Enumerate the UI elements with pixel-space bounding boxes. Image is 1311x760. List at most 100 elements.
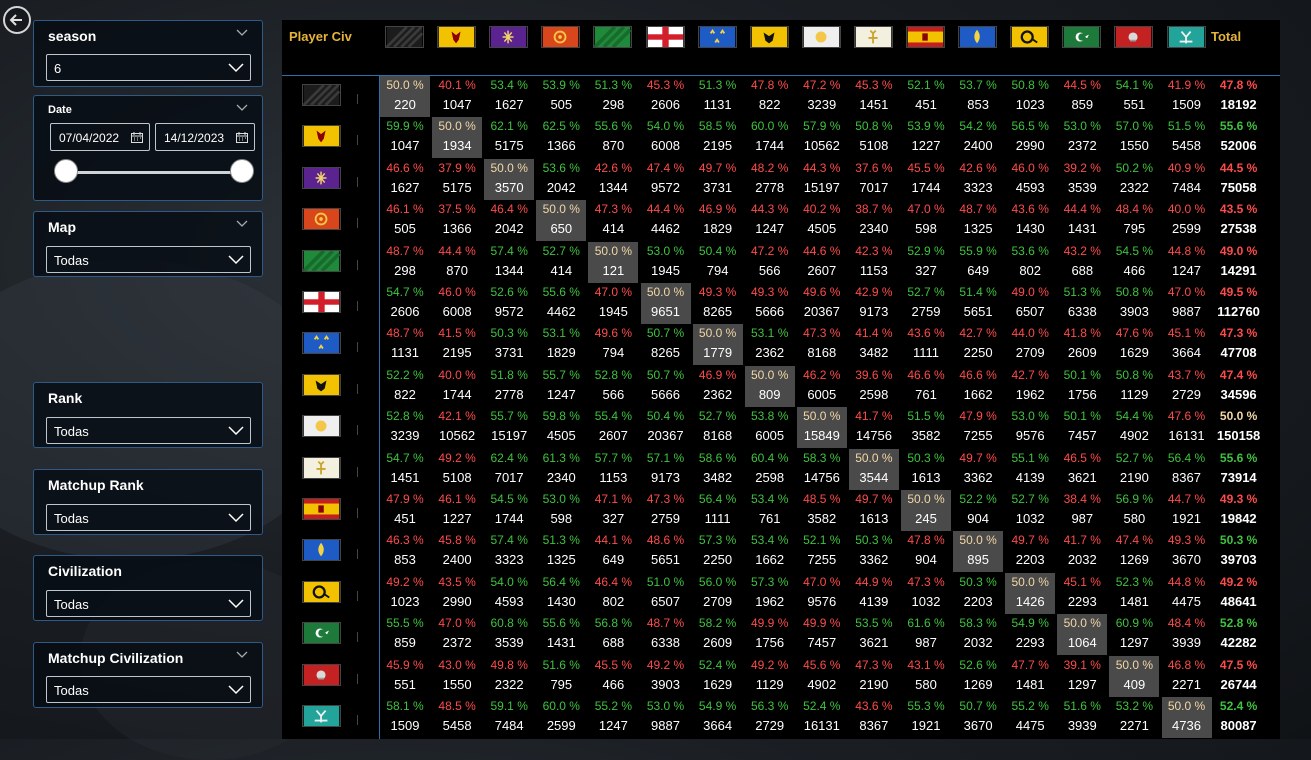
- matrix-cell[interactable]: 54.9 % 3664: [693, 697, 743, 738]
- matrix-cell[interactable]: 50.4 % 20367: [641, 407, 691, 448]
- matrix-cell[interactable]: 49.2 % 1129: [745, 656, 795, 697]
- matrix-cell[interactable]: 48.6 % 5651: [641, 531, 691, 572]
- matrix-cell[interactable]: 53.0 % 9576: [1005, 407, 1055, 448]
- matrix-cell[interactable]: 54.9 % 2293: [1005, 614, 1055, 655]
- matrix-cell[interactable]: 60.8 % 3539: [484, 614, 534, 655]
- matrix-cell[interactable]: 56.8 % 688: [588, 614, 638, 655]
- matrix-cell[interactable]: 62.5 % 1366: [536, 117, 586, 158]
- matrix-cell[interactable]: 41.8 % 2609: [1057, 324, 1107, 365]
- matrix-cell[interactable]: 37.6 % 7017: [849, 159, 899, 200]
- matrix-cell[interactable]: 44.6 % 2607: [797, 242, 847, 283]
- matrix-cell[interactable]: 50.8 % 5108: [849, 117, 899, 158]
- matrix-cell[interactable]: 50.0 % 15849: [796, 407, 847, 449]
- matrix-cell[interactable]: 50.0 % 245: [901, 490, 951, 531]
- matrix-cell[interactable]: 58.3 % 14756: [797, 449, 847, 490]
- map-dropdown[interactable]: Todas: [46, 246, 251, 273]
- matrix-cell[interactable]: 50.0 % 3570: [484, 158, 535, 200]
- matrix-cell[interactable]: 52.9 % 327: [901, 242, 951, 283]
- matrix-cell[interactable]: 41.4 % 3482: [849, 324, 899, 365]
- matrix-cell[interactable]: 54.0 % 4593: [484, 573, 534, 614]
- matrix-cell[interactable]: 48.4 % 795: [1109, 200, 1159, 241]
- chevron-down-icon[interactable]: [236, 29, 248, 37]
- matrix-cell[interactable]: 52.7 % 414: [536, 242, 586, 283]
- matrix-cell[interactable]: 52.7 % 2759: [901, 283, 951, 324]
- matrix-cell[interactable]: 47.0 % 598: [901, 200, 951, 241]
- matrix-cell[interactable]: 50.8 % 3903: [1109, 283, 1159, 324]
- matrix-cell[interactable]: 47.2 % 3239: [797, 76, 847, 117]
- matrix-cell[interactable]: 50.3 % 3362: [849, 531, 899, 572]
- matrix-cell[interactable]: 47.3 % 414: [588, 200, 638, 241]
- matrix-cell[interactable]: 54.2 % 2400: [953, 117, 1003, 158]
- season-dropdown[interactable]: 6: [46, 54, 251, 81]
- matrix-cell[interactable]: 60.9 % 1297: [1109, 614, 1159, 655]
- matrix-cell[interactable]: 37.5 % 1366: [432, 200, 482, 241]
- matrix-cell[interactable]: 53.0 % 9887: [641, 697, 691, 738]
- matrix-cell[interactable]: 53.4 % 1662: [745, 531, 795, 572]
- matrix-cell[interactable]: 49.2 % 5108: [432, 449, 482, 490]
- matrix-cell[interactable]: 48.7 % 6338: [641, 614, 691, 655]
- matrix-cell[interactable]: 50.1 % 1756: [1057, 366, 1107, 407]
- matrix-cell[interactable]: 50.8 % 1023: [1005, 76, 1055, 117]
- matrix-cell[interactable]: 47.9 % 7255: [953, 407, 1003, 448]
- matrix-cell[interactable]: 47.8 % 904: [901, 531, 951, 572]
- matrix-cell[interactable]: 54.7 % 2606: [380, 283, 430, 324]
- matrix-cell[interactable]: 47.6 % 16131: [1162, 407, 1212, 448]
- matrix-cell[interactable]: 49.8 % 2322: [484, 656, 534, 697]
- matrix-cell[interactable]: 56.3 % 2729: [745, 697, 795, 738]
- chevron-down-icon[interactable]: [236, 104, 248, 112]
- matrix-cell[interactable]: 53.4 % 1627: [484, 76, 534, 117]
- matrix-cell[interactable]: 50.7 % 3670: [953, 697, 1003, 738]
- matrix-cell[interactable]: 55.5 % 859: [380, 614, 430, 655]
- matrix-cell[interactable]: 57.4 % 1344: [484, 242, 534, 283]
- matrix-cell[interactable]: 59.1 % 7484: [484, 697, 534, 738]
- matrix-cell[interactable]: 44.7 % 1921: [1162, 490, 1212, 531]
- matrix-cell[interactable]: 52.1 % 7255: [797, 531, 847, 572]
- matrix-cell[interactable]: 49.7 % 3731: [693, 159, 743, 200]
- matchup-civilization-dropdown[interactable]: Todas: [46, 676, 251, 703]
- matrix-cell[interactable]: 54.4 % 4902: [1109, 407, 1159, 448]
- matrix-cell[interactable]: 49.7 % 3362: [953, 449, 1003, 490]
- matrix-cell[interactable]: 50.0 % 1426: [1005, 572, 1056, 614]
- matrix-cell[interactable]: 53.0 % 598: [536, 490, 586, 531]
- matrix-cell[interactable]: 57.3 % 2250: [693, 531, 743, 572]
- matrix-cell[interactable]: 52.6 % 1269: [953, 656, 1003, 697]
- matrix-cell[interactable]: 53.9 % 1227: [901, 117, 951, 158]
- matrix-cell[interactable]: 51.5 % 3582: [901, 407, 951, 448]
- matrix-cell[interactable]: 59.8 % 4505: [536, 407, 586, 448]
- matrix-cell[interactable]: 57.9 % 10562: [797, 117, 847, 158]
- matrix-cell[interactable]: 50.0 % 1934: [432, 117, 483, 159]
- matrix-cell[interactable]: 59.9 % 1047: [380, 117, 430, 158]
- matrix-cell[interactable]: 47.1 % 327: [588, 490, 638, 531]
- matrix-cell[interactable]: 55.4 % 2607: [588, 407, 638, 448]
- matrix-cell[interactable]: 47.9 % 451: [380, 490, 430, 531]
- matrix-cell[interactable]: 45.3 % 2606: [641, 76, 691, 117]
- matrix-cell[interactable]: 50.2 % 2322: [1109, 159, 1159, 200]
- matrix-cell[interactable]: 47.4 % 1269: [1109, 531, 1159, 572]
- matrix-cell[interactable]: 46.0 % 4593: [1005, 159, 1055, 200]
- matrix-cell[interactable]: 53.5 % 3621: [849, 614, 899, 655]
- matrix-cell[interactable]: 47.6 % 1629: [1109, 324, 1159, 365]
- matrix-cell[interactable]: 48.5 % 5458: [432, 697, 482, 738]
- matrix-cell[interactable]: 52.4 % 1629: [693, 656, 743, 697]
- chevron-down-icon[interactable]: [236, 220, 248, 228]
- matrix-cell[interactable]: 53.8 % 6005: [745, 407, 795, 448]
- matrix-cell[interactable]: 50.3 % 3731: [484, 324, 534, 365]
- matrix-cell[interactable]: 50.0 % 1779: [692, 324, 743, 366]
- matrix-cell[interactable]: 41.7 % 14756: [849, 407, 899, 448]
- matrix-cell[interactable]: 40.0 % 2599: [1162, 200, 1212, 241]
- matrix-cell[interactable]: 44.4 % 1431: [1057, 200, 1107, 241]
- calendar-icon[interactable]: [131, 132, 143, 143]
- matrix-cell[interactable]: 50.3 % 1613: [901, 449, 951, 490]
- matrix-cell[interactable]: 41.7 % 2032: [1057, 531, 1107, 572]
- matrix-cell[interactable]: 51.3 % 1131: [693, 76, 743, 117]
- total-cell[interactable]: 44.5 % 75058: [1214, 159, 1264, 200]
- matrix-cell[interactable]: 49.2 % 3903: [641, 656, 691, 697]
- total-cell[interactable]: 55.6 % 73914: [1214, 449, 1264, 490]
- matrix-cell[interactable]: 46.1 % 505: [380, 200, 430, 241]
- total-cell[interactable]: 52.4 % 80087: [1214, 697, 1264, 738]
- total-cell[interactable]: 49.0 % 14291: [1214, 242, 1264, 283]
- matrix-cell[interactable]: 44.5 % 859: [1057, 76, 1107, 117]
- total-cell[interactable]: 50.0 % 150158: [1214, 407, 1264, 448]
- matrix-cell[interactable]: 47.3 % 2190: [849, 656, 899, 697]
- matrix-cell[interactable]: 40.9 % 7484: [1162, 159, 1212, 200]
